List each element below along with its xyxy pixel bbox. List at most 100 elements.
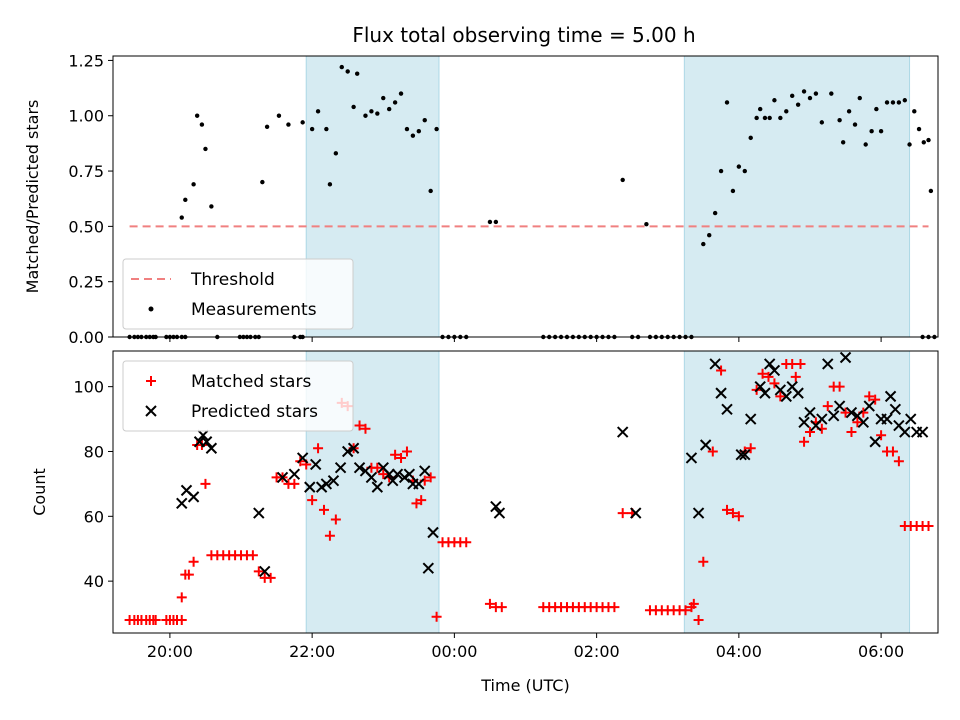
predicted-star-point <box>839 351 852 364</box>
legend-measurement-swatch <box>148 306 154 312</box>
measurement-point <box>846 109 852 114</box>
matched-star-point <box>431 611 442 622</box>
measurement-point <box>369 109 374 114</box>
predicted-star-point <box>391 468 404 480</box>
matched-star-point <box>693 615 704 626</box>
matched-star-point <box>265 572 276 583</box>
measurement-point <box>392 100 398 105</box>
y-tick-label: 1.00 <box>68 107 104 126</box>
measurement-point <box>375 111 380 116</box>
matched-star-point <box>870 394 881 405</box>
measurement-point <box>890 100 896 105</box>
x-tick-label: 22:00 <box>289 642 335 661</box>
x-tick-label: 06:00 <box>858 642 904 661</box>
x-tick-label: 00:00 <box>431 642 477 661</box>
predicted-star-point <box>253 507 265 519</box>
predicted-star-point <box>371 481 384 493</box>
predicted-star-point <box>833 400 846 412</box>
matched-star-point <box>733 511 744 522</box>
measurement-point <box>260 179 265 185</box>
matched-star-point <box>496 602 507 613</box>
measurement-point <box>813 91 819 96</box>
predicted-star-point <box>288 468 301 480</box>
predicted-star-point <box>387 474 399 487</box>
measurement-point <box>644 221 649 227</box>
matched-star-point <box>707 446 718 457</box>
y-tick-label: 0.25 <box>68 273 104 292</box>
bottom-legend: Matched stars Predicted stars <box>122 360 354 432</box>
matched-star-point <box>757 368 768 379</box>
predicted-star-point <box>309 458 322 471</box>
matched-star-point <box>396 452 407 463</box>
matched-star-point <box>834 381 845 392</box>
measurement-point <box>410 133 416 138</box>
measurement-point <box>778 115 783 121</box>
predicted-star-point <box>176 497 188 510</box>
matched-star-point <box>188 556 199 567</box>
predicted-star-point <box>259 565 271 578</box>
measurement-point <box>869 129 874 134</box>
bottom-y-ticks: 40 60 80 100 <box>73 378 113 591</box>
measurement-point <box>701 241 706 247</box>
measurement-point <box>819 120 825 125</box>
matched-star-point <box>722 504 733 515</box>
measurement-point <box>351 104 356 110</box>
matched-star-point <box>183 569 194 580</box>
top-x-ticks <box>169 337 882 342</box>
x-tick-label: 02:00 <box>574 642 620 661</box>
measurement-point <box>345 69 350 74</box>
measurement-point <box>203 146 208 152</box>
predicted-star-point <box>419 465 431 477</box>
matched-star-point <box>775 391 786 402</box>
measurement-point <box>772 98 777 103</box>
measurement-point <box>434 126 439 132</box>
top-y-ticks: 0.00 0.25 0.50 0.75 1.00 1.25 <box>68 51 113 347</box>
predicted-star-point <box>899 426 911 438</box>
matched-star-point <box>727 508 738 519</box>
matched-star-point <box>769 378 780 389</box>
matched-star-point <box>795 358 806 369</box>
y-tick-label: 0.50 <box>68 217 104 236</box>
predicted-star-point <box>869 436 881 448</box>
measurement-point <box>790 93 795 99</box>
y-tick-label: 0.00 <box>68 328 104 347</box>
predicted-star-point <box>276 471 289 484</box>
predicted-star-point <box>739 449 751 461</box>
measurement-point <box>324 126 329 132</box>
x-tick-label: 20:00 <box>147 642 193 661</box>
legend-box <box>122 258 354 330</box>
predicted-star-point <box>816 413 828 425</box>
predicted-star-point <box>792 387 804 399</box>
matched-star-point <box>923 521 934 532</box>
matched-star-point <box>247 550 258 561</box>
matched-star-point <box>176 592 187 603</box>
measurement-point <box>264 124 270 130</box>
matched-star-point <box>745 443 756 454</box>
matched-star-point <box>846 427 857 438</box>
predicted-star-point <box>857 416 870 429</box>
matched-star-point <box>804 427 815 438</box>
predicted-star-point <box>365 471 378 484</box>
bottom-count-points <box>124 351 934 626</box>
matched-star-point <box>416 495 427 506</box>
top-panel-frame <box>112 55 939 338</box>
matched-star-point <box>390 449 401 460</box>
predicted-star-point <box>709 358 721 370</box>
predicted-star-point <box>735 449 747 461</box>
measurement-point <box>718 168 724 174</box>
measurement-point <box>757 106 763 112</box>
measurement-point <box>179 215 184 220</box>
measurement-point <box>339 64 344 70</box>
y-tick-label: 100 <box>73 378 104 397</box>
x-tick-label: 04:00 <box>716 642 762 661</box>
bottom-y-axis-label: Count <box>30 468 49 516</box>
predicted-star-point <box>884 390 897 403</box>
measurement-point <box>724 100 730 105</box>
matched-star-point <box>876 430 887 441</box>
matched-star-point <box>425 472 436 483</box>
measurement-point <box>333 151 339 156</box>
predicted-star-point <box>916 426 929 438</box>
measurement-point <box>194 113 200 118</box>
measurement-point <box>863 142 868 147</box>
